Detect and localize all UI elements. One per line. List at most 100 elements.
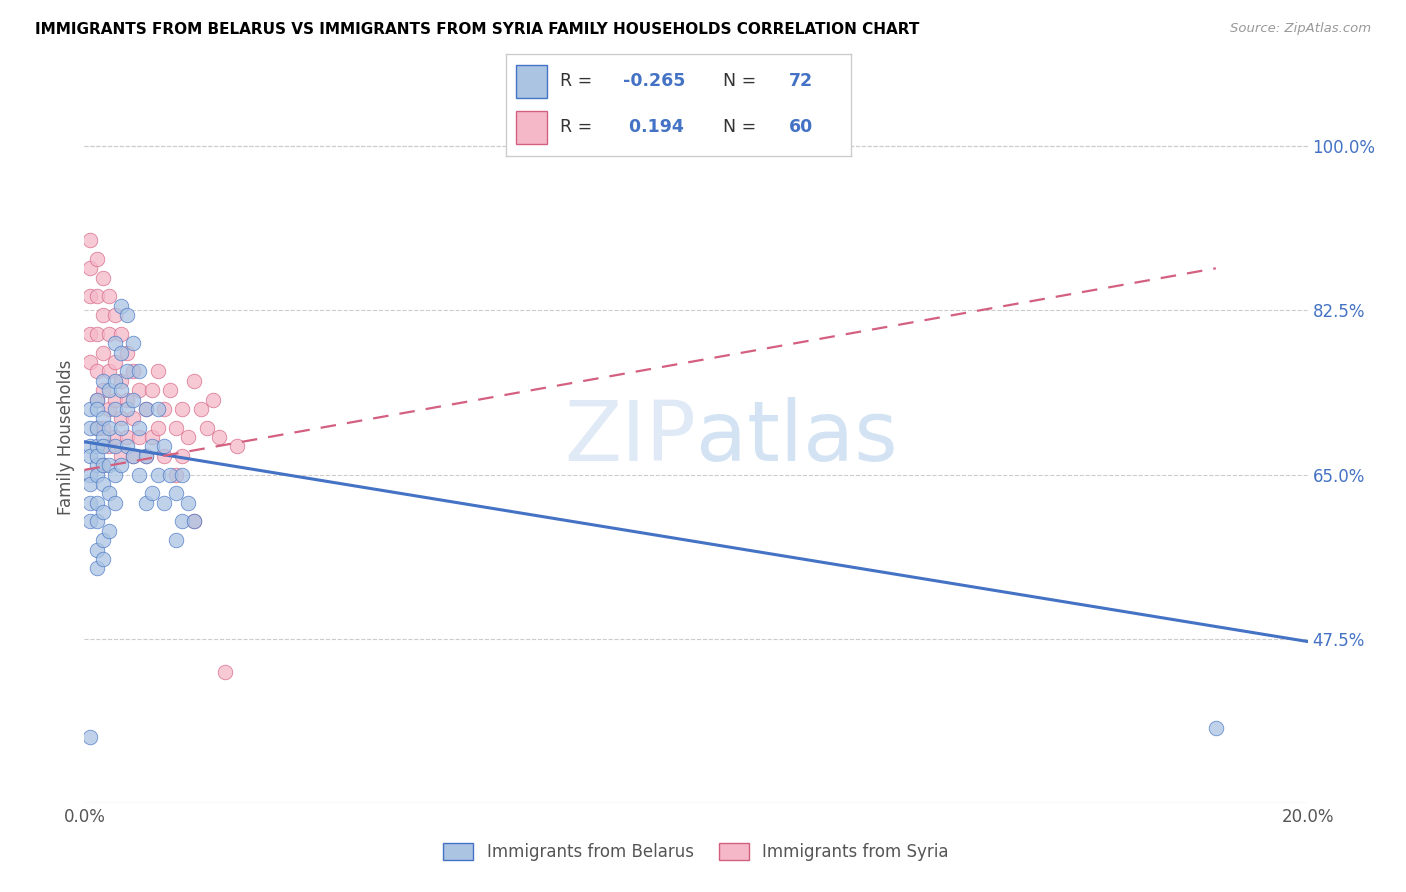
Point	[128, 467, 150, 482]
Text: Source: ZipAtlas.com: Source: ZipAtlas.com	[1230, 22, 1371, 36]
Point	[122, 449, 145, 463]
Text: N =: N =	[723, 119, 756, 136]
Point	[122, 449, 145, 463]
Point	[86, 449, 108, 463]
Point	[141, 440, 163, 454]
Point	[104, 440, 127, 454]
Point	[146, 420, 169, 434]
Point	[86, 467, 108, 482]
Point	[115, 308, 138, 322]
Point	[79, 477, 101, 491]
Point	[110, 383, 132, 397]
Point	[172, 467, 194, 482]
Point	[86, 326, 108, 341]
Point	[79, 515, 101, 529]
Point	[110, 345, 132, 359]
Point	[86, 420, 108, 434]
Point	[97, 524, 120, 538]
Point	[183, 515, 205, 529]
Point	[91, 533, 114, 548]
Point	[79, 420, 101, 434]
Point	[183, 515, 205, 529]
Point	[104, 496, 127, 510]
Point	[104, 355, 127, 369]
Text: 0.194: 0.194	[623, 119, 685, 136]
Point	[110, 449, 132, 463]
Bar	[516, 65, 547, 97]
Point	[110, 299, 132, 313]
Text: R =: R =	[560, 119, 592, 136]
Point	[97, 486, 120, 500]
Point	[104, 308, 127, 322]
Point	[91, 270, 114, 285]
Point	[115, 364, 138, 378]
Point	[135, 401, 157, 416]
Point	[86, 542, 108, 557]
Point	[165, 420, 187, 434]
Point	[115, 440, 138, 454]
Text: -0.265: -0.265	[623, 72, 686, 90]
Point	[91, 308, 114, 322]
Point	[86, 496, 108, 510]
Point	[195, 420, 218, 434]
Point	[177, 430, 200, 444]
Point	[79, 355, 101, 369]
Point	[1205, 721, 1227, 735]
Point	[91, 458, 114, 473]
Point	[86, 458, 108, 473]
Point	[115, 401, 138, 416]
Point	[165, 486, 187, 500]
Point	[91, 430, 114, 444]
Point	[86, 440, 108, 454]
Point	[172, 449, 194, 463]
Point	[141, 383, 163, 397]
Point	[91, 552, 114, 566]
Point	[79, 496, 101, 510]
Point	[115, 430, 138, 444]
Point	[110, 411, 132, 425]
Point	[91, 477, 114, 491]
Text: atlas: atlas	[696, 397, 897, 477]
Point	[104, 467, 127, 482]
Point	[86, 289, 108, 303]
Point	[128, 364, 150, 378]
Point	[79, 233, 101, 247]
Point	[153, 440, 176, 454]
Point	[110, 374, 132, 388]
Point	[159, 467, 181, 482]
Point	[86, 392, 108, 407]
Point	[135, 449, 157, 463]
Point	[153, 496, 176, 510]
Point	[79, 467, 101, 482]
Point	[183, 374, 205, 388]
Point	[128, 383, 150, 397]
Point	[122, 411, 145, 425]
Point	[146, 467, 169, 482]
Point	[91, 505, 114, 519]
Point	[159, 383, 181, 397]
Point	[91, 411, 114, 425]
Point	[104, 401, 127, 416]
Point	[208, 430, 231, 444]
Point	[86, 420, 108, 434]
Point	[128, 420, 150, 434]
Point	[177, 496, 200, 510]
Point	[97, 458, 120, 473]
Point	[79, 440, 101, 454]
Point	[115, 345, 138, 359]
Point	[141, 486, 163, 500]
Point	[128, 430, 150, 444]
Point	[110, 326, 132, 341]
Point	[97, 440, 120, 454]
Point	[153, 449, 176, 463]
Point	[91, 383, 114, 397]
Point	[104, 336, 127, 351]
Point	[122, 392, 145, 407]
Point	[146, 401, 169, 416]
Point	[201, 392, 224, 407]
Point	[97, 420, 120, 434]
Point	[135, 401, 157, 416]
Point	[91, 345, 114, 359]
Point	[165, 533, 187, 548]
Point	[86, 561, 108, 575]
